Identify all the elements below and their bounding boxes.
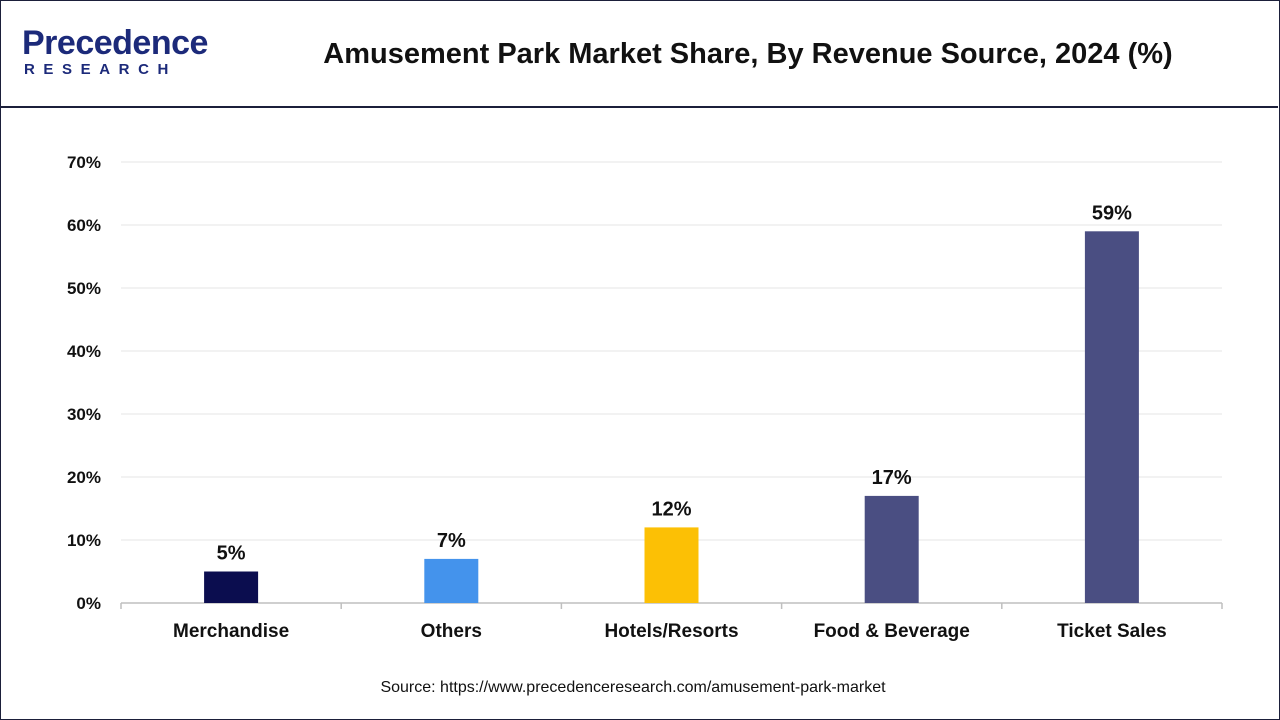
- bar: [204, 571, 259, 603]
- data-label: 59%: [1092, 202, 1132, 224]
- y-tick-label: 40%: [67, 342, 101, 361]
- y-tick-label: 0%: [76, 594, 101, 613]
- data-label: 7%: [437, 530, 466, 552]
- chart-title: Amusement Park Market Share, By Revenue …: [323, 38, 1173, 70]
- data-label: 17%: [872, 467, 912, 489]
- x-tick-label: Hotels/Resorts: [604, 621, 738, 642]
- y-tick-label: 60%: [67, 216, 101, 235]
- logo-wordmark: Precedence: [22, 24, 208, 62]
- data-label: 12%: [651, 498, 691, 520]
- x-tick-label: Ticket Sales: [1057, 621, 1167, 642]
- y-tick-label: 70%: [67, 153, 101, 172]
- bar: [1084, 231, 1139, 604]
- logo-subtitle: RESEARCH: [24, 61, 177, 78]
- bar: [644, 527, 699, 603]
- brand-logo: Precedence RESEARCH: [22, 26, 222, 82]
- bar: [424, 558, 479, 603]
- y-tick-label: 10%: [67, 531, 101, 550]
- data-label: 5%: [217, 543, 246, 565]
- y-tick-label: 50%: [67, 279, 101, 298]
- source-note: Source: https://www.precedenceresearch.c…: [380, 679, 886, 696]
- header: Precedence RESEARCH Amusement Park Marke…: [0, 0, 1278, 108]
- bar: [864, 495, 919, 603]
- x-tick-label: Food & Beverage: [814, 621, 970, 642]
- x-tick-label: Merchandise: [173, 621, 289, 642]
- y-tick-label: 20%: [67, 468, 101, 487]
- y-tick-label: 30%: [67, 405, 101, 424]
- x-tick-label: Others: [421, 621, 482, 642]
